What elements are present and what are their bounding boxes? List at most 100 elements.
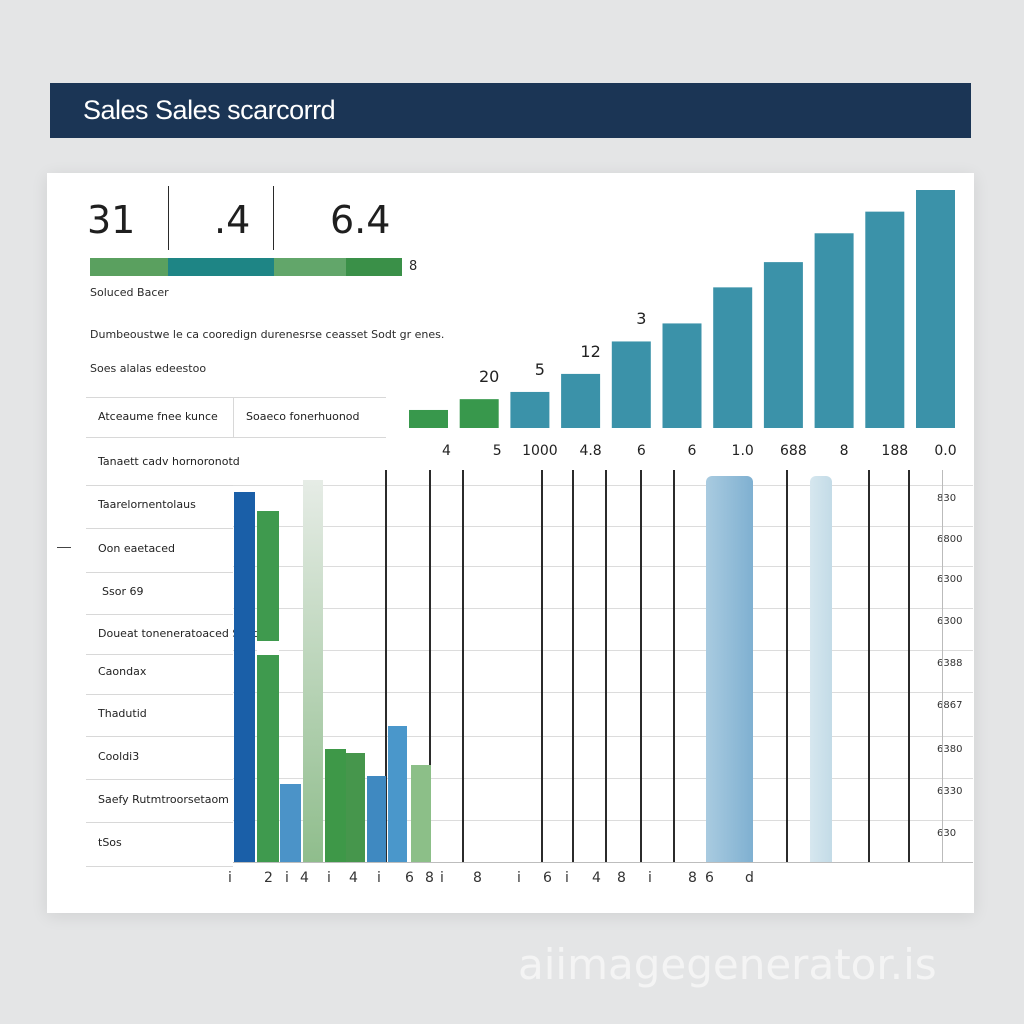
lower-bar-9	[411, 764, 431, 862]
axis-tick-label: 630	[937, 828, 957, 839]
lower-bar-4	[280, 784, 301, 862]
tick-glyph: 4	[592, 870, 601, 886]
category-label: 4.8	[579, 443, 602, 459]
progress-caption: Soluced Bacer	[90, 286, 169, 299]
tick-glyph: 8	[473, 870, 482, 886]
grid-line	[233, 736, 973, 737]
chart-vertical-line	[673, 470, 675, 862]
tick-glyph: 4	[349, 870, 358, 886]
chart-vertical-line	[541, 470, 543, 862]
axis-tick-label: 6330	[937, 786, 963, 797]
tick-glyph: i	[285, 870, 289, 886]
grid-line	[233, 820, 973, 821]
tick-glyph: i	[327, 870, 331, 886]
tick-glyph: i	[648, 870, 652, 886]
chart-vertical-line	[640, 470, 642, 862]
lower-bar-3	[303, 479, 323, 862]
category-label: 1.0	[731, 443, 754, 459]
table-header-bottom-line	[86, 437, 386, 438]
category-label: 1000	[522, 443, 558, 459]
tick-glyph: 8	[425, 870, 434, 886]
table-row-divider	[86, 822, 233, 823]
table-row-label: Taarelornentolaus	[98, 498, 196, 511]
grid-line	[233, 778, 973, 779]
lower-bar-6	[367, 776, 386, 862]
progress-end-label: 8	[409, 259, 418, 274]
subheading-text: Soes alalas edeestoo	[90, 362, 207, 375]
table-row-label: Oon eaetaced	[98, 542, 175, 555]
chart-vertical-line	[462, 470, 464, 862]
category-label: 0.0	[934, 443, 957, 459]
tick-glyph: 6	[705, 870, 714, 886]
category-label: 688	[780, 443, 807, 459]
table-row-label: Saefy Rutmtroorsetaom	[98, 793, 229, 806]
collapse-dash-icon	[57, 547, 71, 548]
chart-vertical-line	[572, 470, 574, 862]
bar-value-label: 3	[636, 309, 647, 329]
chart-vertical-line	[429, 470, 431, 862]
table-row-divider	[86, 572, 233, 573]
table-row-label: Caondax	[98, 665, 147, 678]
page-title: Sales Sales scarcorrd	[83, 95, 336, 125]
highlight-bar-2	[810, 475, 832, 862]
table-row-label: Thadutid	[98, 707, 147, 720]
kpi-value-3: 6.4	[330, 198, 391, 242]
axis-tick-label: 6800	[937, 534, 963, 545]
tick-glyph: 6	[543, 870, 552, 886]
kpi-divider	[168, 186, 169, 250]
chart-vertical-line	[605, 470, 607, 862]
table-header-cell: Soaeco fonerhuonod	[246, 410, 360, 423]
table-header-top-line	[86, 397, 386, 398]
chart-vertical-line	[868, 470, 870, 862]
table-row-label: Cooldi3	[98, 750, 140, 763]
category-label: 188	[881, 443, 909, 459]
description-text: Dumbeoustwe le ca cooredign durenesrse c…	[90, 328, 445, 341]
tick-glyph: 4	[300, 870, 309, 886]
chart-vertical-line	[385, 470, 387, 862]
tick-glyph: i	[377, 870, 381, 886]
tick-glyph: i	[517, 870, 521, 886]
progress-segment	[168, 258, 274, 276]
category-label: 8	[839, 443, 849, 459]
axis-tick-label: 830	[937, 493, 957, 504]
kpi-divider	[273, 186, 274, 250]
lower-bar-8	[388, 725, 407, 862]
tick-glyph: i	[440, 870, 444, 886]
progress-segment	[90, 258, 168, 276]
table-row-divider	[86, 694, 233, 695]
grid-line	[233, 526, 973, 527]
axis-tick-label: 6867	[937, 700, 963, 711]
lower-bar-gap	[257, 640, 279, 655]
tick-glyph: i	[565, 870, 569, 886]
right-axis-line	[942, 470, 943, 862]
table-row-label: Ssor 69	[102, 585, 144, 598]
grid-line	[233, 692, 973, 693]
title-bar: Sales Sales scarcorrd	[50, 83, 971, 138]
kpi-value-1: 31	[87, 198, 136, 242]
lower-bar-2	[257, 511, 279, 862]
tick-glyph: d	[745, 870, 754, 886]
table-header-cell: Atceaume fnee kunce	[98, 410, 218, 423]
bar-value-label: 5	[534, 359, 545, 379]
chart-vertical-line	[908, 470, 910, 862]
table-row-label: tSos	[98, 836, 122, 849]
axis-tick-label: 6300	[937, 616, 963, 627]
lower-bar-7	[325, 748, 346, 862]
table-row-divider	[86, 736, 233, 737]
kpi-value-2: .4	[214, 198, 251, 242]
progress-segment	[274, 258, 346, 276]
tick-glyph: 6	[405, 870, 414, 886]
axis-tick-label: 6300	[937, 574, 963, 585]
grid-line	[233, 485, 973, 486]
table-row-divider	[86, 654, 233, 655]
grid-line	[233, 608, 973, 609]
tick-glyph: 8	[688, 870, 697, 886]
category-label: 6	[636, 443, 646, 459]
grid-line	[233, 650, 973, 651]
table-row-divider	[86, 528, 233, 529]
lower-bar-1	[234, 491, 255, 862]
table-row-divider	[86, 614, 233, 615]
table-header-divider	[233, 397, 234, 437]
bar-value-label: 12	[580, 341, 601, 361]
tick-glyph: i	[228, 870, 232, 886]
